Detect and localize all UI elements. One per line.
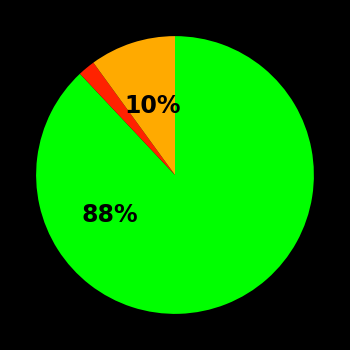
Text: 88%: 88% [82, 203, 138, 227]
Wedge shape [36, 36, 314, 314]
Wedge shape [93, 36, 175, 175]
Wedge shape [80, 63, 175, 175]
Text: 10%: 10% [125, 94, 181, 118]
